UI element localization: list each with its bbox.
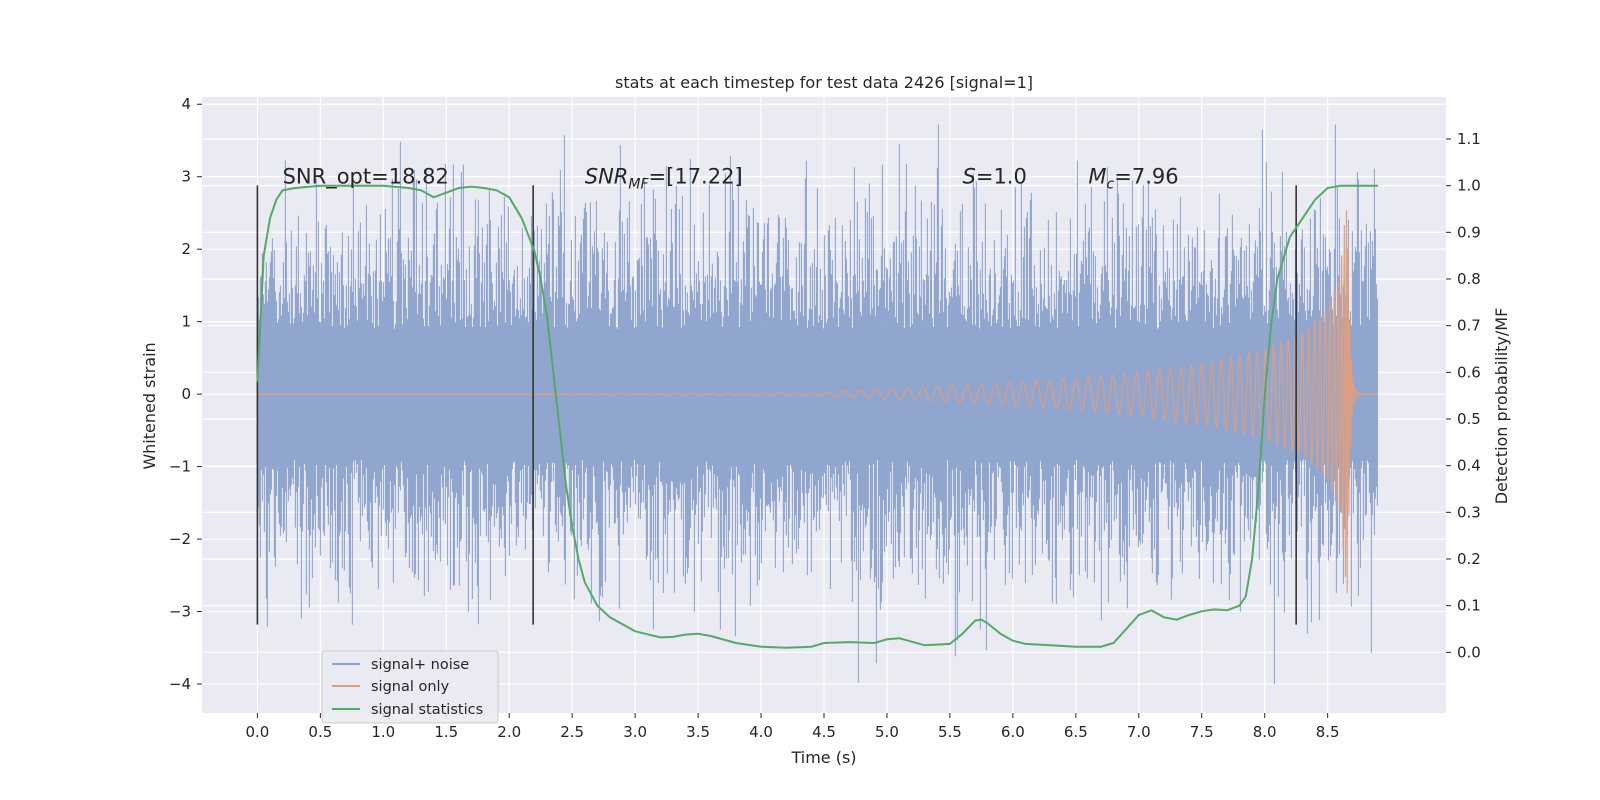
- y-right-tick-label: 0.7: [1457, 317, 1481, 335]
- signal-trace: [257, 210, 1378, 594]
- x-tick-label: 5.0: [875, 723, 899, 741]
- snr-mf-symbol: SNR: [585, 165, 629, 189]
- y-left-axis-ticks: 4 3 2 1 0 −1 −2 −3 −4: [169, 95, 202, 693]
- y-right-tick-label: 1.1: [1457, 130, 1481, 148]
- annotation-mc: Mc=7.96: [1088, 165, 1178, 193]
- x-axis-ticks: 0.0 0.5 1.0 1.5 2.0 2.5 3.0 3.5 4.0 4.5 5.0 5.5 6.0 6…: [245, 713, 1340, 741]
- annotation-s: S=1.0: [963, 165, 1027, 189]
- s-value: =1.0: [976, 165, 1027, 189]
- y-right-tick-label: 0.9: [1457, 223, 1481, 241]
- legend-label-noise: signal+ noise: [371, 657, 469, 673]
- mc-symbol: M: [1088, 165, 1106, 189]
- x-tick-label: 4.5: [812, 723, 836, 741]
- y-right-tick-label: 0.0: [1457, 643, 1481, 661]
- signal-only-series: [257, 210, 1378, 594]
- y-left-tick-label: 1: [181, 313, 191, 331]
- y-right-tick-label: 0.2: [1457, 550, 1481, 568]
- legend-label-stats: signal statistics: [371, 702, 483, 718]
- y-right-tick-label: 0.4: [1457, 457, 1481, 475]
- annotation-snr-opt: SNR_opt=18.82: [283, 165, 449, 190]
- y-left-axis-label: Whitened strain: [140, 342, 159, 469]
- snr-mf-value: =[17.22]: [649, 165, 743, 189]
- x-tick-label: 1.0: [371, 723, 395, 741]
- x-tick-label: 0.0: [245, 723, 269, 741]
- y-left-tick-label: −4: [169, 675, 191, 693]
- x-tick-label: 8.5: [1316, 723, 1340, 741]
- x-tick-label: 2.5: [560, 723, 584, 741]
- y-left-tick-label: 4: [181, 95, 191, 113]
- x-tick-label: 4.0: [749, 723, 773, 741]
- x-tick-label: 3.5: [686, 723, 710, 741]
- x-tick-label: 7.5: [1190, 723, 1214, 741]
- x-tick-label: 1.5: [434, 723, 458, 741]
- s-symbol: S: [963, 165, 976, 189]
- y-right-tick-label: 0.6: [1457, 363, 1481, 381]
- x-axis-label: Time (s): [790, 748, 856, 767]
- y-right-tick-label: 0.1: [1457, 597, 1481, 615]
- x-tick-label: 6.0: [1001, 723, 1025, 741]
- signal-statistics-series: [256, 184, 1378, 649]
- x-tick-label: 3.0: [623, 723, 647, 741]
- y-left-tick-label: 0: [181, 385, 191, 403]
- stats-line: [256, 184, 1378, 649]
- mc-subscript: c: [1107, 177, 1115, 193]
- x-tick-label: 5.5: [938, 723, 962, 741]
- y-left-tick-label: −2: [169, 530, 191, 548]
- y-left-tick-label: 3: [181, 168, 191, 186]
- legend-label-signal: signal only: [371, 679, 450, 695]
- snr-mf-subscript: MF: [628, 177, 649, 193]
- x-tick-label: 7.0: [1127, 723, 1151, 741]
- vertical-markers: [256, 185, 1297, 625]
- y-right-tick-label: 0.3: [1457, 503, 1481, 521]
- x-tick-label: 2.0: [497, 723, 521, 741]
- y-left-tick-label: −3: [169, 603, 191, 621]
- y-right-axis-label: Detection probability/MF: [1492, 308, 1511, 505]
- x-tick-label: 8.0: [1253, 723, 1277, 741]
- y-right-axis-ticks: 0.0 0.1 0.2 0.3 0.4 0.5 0.6 0.7 0.8 0.9 1.0 1.1: [1446, 130, 1481, 661]
- annotation-snr-mf: SNRMF=[17.22]: [585, 165, 743, 193]
- mc-value: =7.96: [1114, 165, 1178, 189]
- x-tick-label: 6.5: [1064, 723, 1088, 741]
- legend-box: [321, 650, 499, 724]
- y-right-tick-label: 0.8: [1457, 270, 1481, 288]
- chart-title: stats at each timestep for test data 242…: [615, 73, 1033, 92]
- x-tick-label: 0.5: [308, 723, 332, 741]
- y-right-tick-label: 1.0: [1457, 177, 1481, 195]
- y-left-tick-label: −1: [169, 458, 191, 476]
- y-right-tick-label: 0.5: [1457, 410, 1481, 428]
- legend: signal+ noise signal only signal statist…: [321, 650, 499, 724]
- y-left-tick-label: 2: [181, 240, 191, 258]
